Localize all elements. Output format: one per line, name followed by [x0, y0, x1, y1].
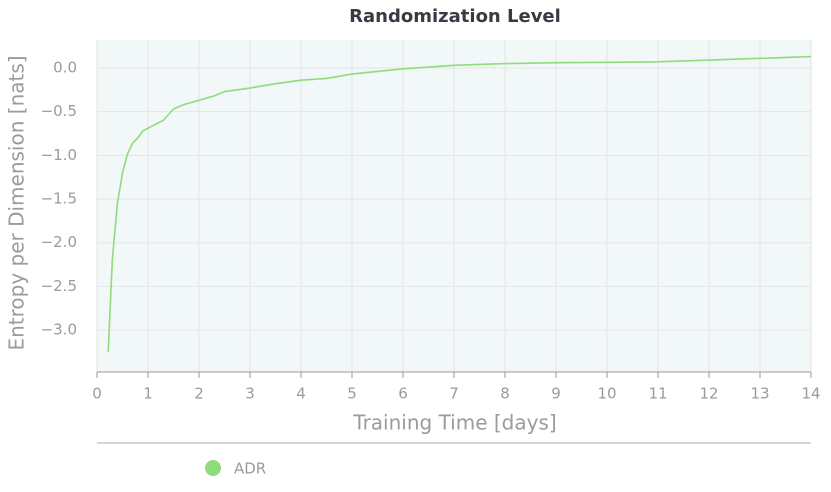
chart-title: Randomization Level: [349, 6, 561, 27]
y-tick-label: −2.0: [41, 233, 77, 251]
y-tick-label: −1.5: [41, 190, 77, 208]
x-tick-label: 10: [597, 385, 616, 403]
x-tick-label: 2: [194, 385, 204, 403]
x-tick-label: 6: [398, 385, 408, 403]
x-tick-label: 8: [500, 385, 510, 403]
y-tick-label: 0.0: [53, 58, 77, 76]
x-tick-label: 1: [143, 385, 153, 403]
x-tick-label: 0: [92, 385, 102, 403]
x-tick-label: 7: [449, 385, 459, 403]
y-tick-label: −2.5: [41, 277, 77, 295]
x-tick-label: 4: [296, 385, 306, 403]
x-tick-label: 12: [699, 385, 718, 403]
x-tick-label: 9: [551, 385, 561, 403]
y-tick-label: −1.0: [41, 146, 77, 164]
y-tick-label: −0.5: [41, 102, 77, 120]
legend-swatch: [205, 460, 221, 476]
x-axis-label: Training Time [days]: [352, 411, 556, 435]
y-tick-label: −3.0: [41, 321, 77, 339]
x-tick-label: 13: [750, 385, 769, 403]
legend-label: ADR: [234, 460, 266, 478]
x-tick-label: 5: [347, 385, 357, 403]
x-tick-label: 11: [648, 385, 667, 403]
x-tick-label: 14: [801, 385, 820, 403]
x-tick-label: 3: [245, 385, 255, 403]
y-axis-label: Entropy per Dimension [nats]: [5, 55, 29, 350]
data-line: [107, 55, 812, 352]
